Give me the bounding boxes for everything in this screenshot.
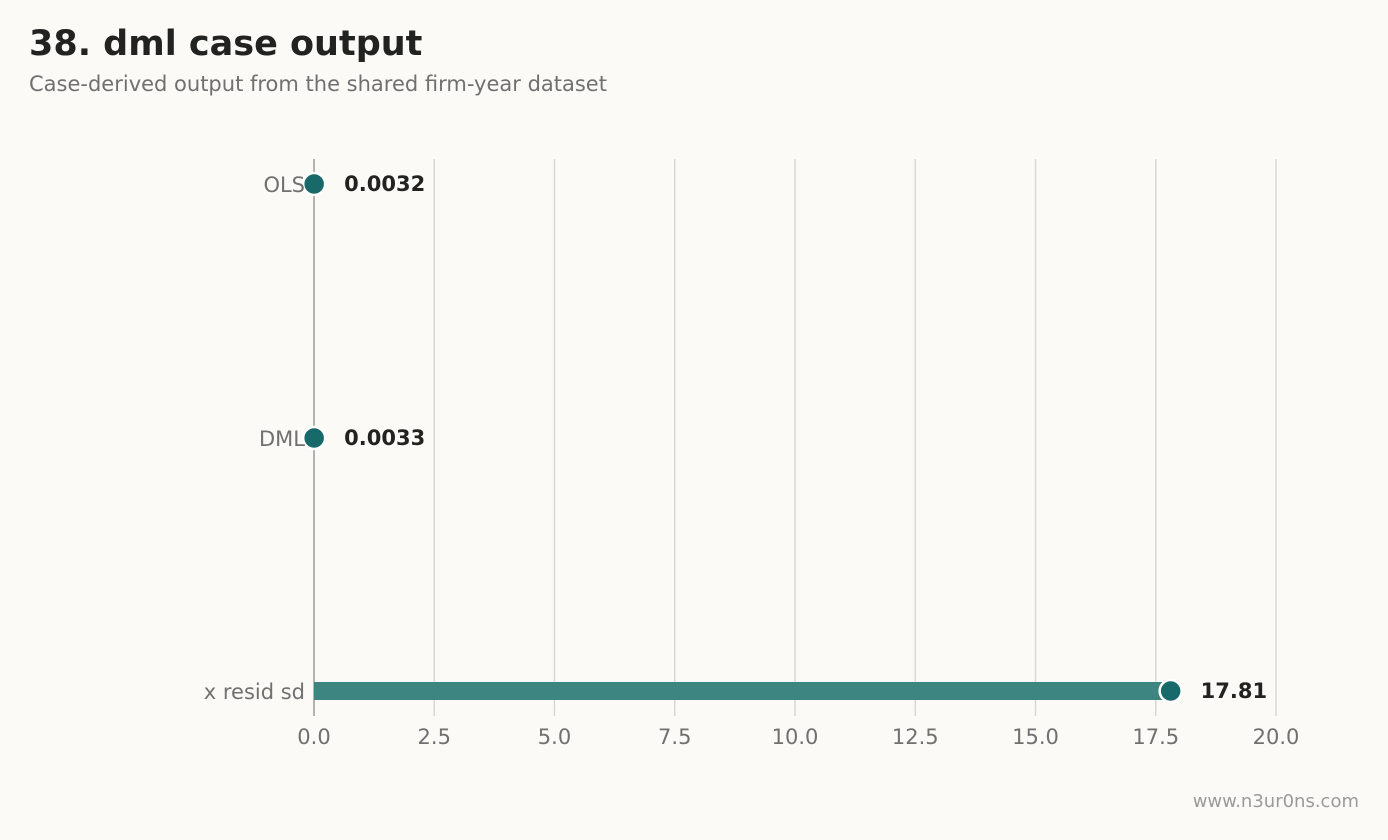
value-labels: 0.0032 0.0033 17.81 <box>344 172 1267 703</box>
watermark: www.n3ur0ns.com <box>1192 791 1359 812</box>
category-labels: OLS DML x resid sd <box>204 173 306 704</box>
chart-subtitle: Case-derived output from the shared firm… <box>29 72 607 96</box>
value-label: 0.0033 <box>344 426 425 450</box>
x-tick-label: 7.5 <box>658 725 691 749</box>
x-tick-label: 12.5 <box>892 725 939 749</box>
x-tick-label: 5.0 <box>538 725 571 749</box>
x-tick-label: 20.0 <box>1253 725 1300 749</box>
x-tick-label: 10.0 <box>772 725 819 749</box>
value-label: 0.0032 <box>344 172 425 196</box>
bar <box>314 682 1171 700</box>
category-label: x resid sd <box>204 680 305 704</box>
bar-end-dot <box>1158 678 1183 704</box>
category-label: OLS <box>263 173 305 197</box>
x-tick-label: 2.5 <box>418 725 451 749</box>
x-tick-label: 15.0 <box>1012 725 1059 749</box>
bar-end-dot <box>301 425 327 451</box>
x-tick-label: 0.0 <box>297 725 330 749</box>
chart-title: 38. dml case output <box>29 24 423 64</box>
x-tick-label: 17.5 <box>1132 725 1179 749</box>
bar-end-dot <box>301 171 327 197</box>
grid-lines <box>433 159 1277 716</box>
x-tick-labels: 0.0 2.5 5.0 7.5 10.0 12.5 15.0 17.5 20.0 <box>297 725 1299 749</box>
value-label: 17.81 <box>1201 679 1267 703</box>
bars <box>301 171 1183 704</box>
category-label: DML <box>259 427 305 451</box>
